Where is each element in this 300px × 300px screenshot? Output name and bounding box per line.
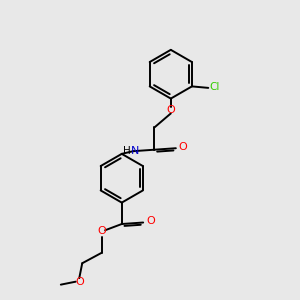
Text: O: O: [97, 226, 106, 236]
Text: H: H: [123, 146, 130, 156]
Text: O: O: [146, 216, 155, 226]
Text: O: O: [75, 277, 84, 287]
Text: O: O: [179, 142, 188, 152]
Text: N: N: [131, 146, 139, 156]
Text: Cl: Cl: [210, 82, 220, 92]
Text: O: O: [167, 105, 175, 115]
